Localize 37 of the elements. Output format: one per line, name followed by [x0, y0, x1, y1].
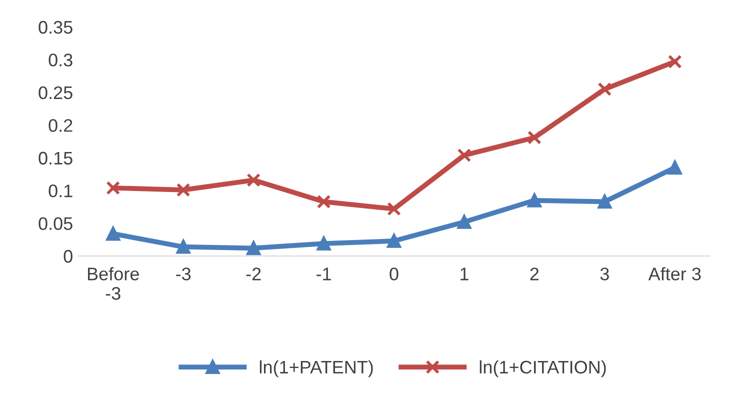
point	[246, 241, 260, 256]
point	[176, 240, 190, 254]
x-tick-label: 1	[460, 268, 468, 280]
legend-label: ln(1+PATENT)	[260, 360, 373, 378]
point	[316, 236, 331, 251]
point	[316, 194, 331, 209]
y-tick-label: 0.05	[38, 217, 72, 230]
point	[668, 54, 682, 69]
point	[246, 173, 260, 188]
point	[668, 160, 682, 175]
point	[106, 226, 120, 241]
legend-label: ln(1+CITATION)	[480, 360, 606, 378]
point	[106, 181, 120, 195]
point	[387, 234, 401, 248]
x-tick-label: 3	[600, 268, 609, 280]
y-tick-label: 0	[64, 250, 72, 263]
y-tick-label: 0.15	[38, 152, 72, 165]
x-tick-label: After 3	[648, 267, 701, 280]
x-tick-label: 2	[530, 268, 539, 280]
x-tick-label: 0	[390, 268, 398, 280]
point	[387, 202, 401, 216]
y-tick-label: 0.2	[48, 119, 72, 132]
point	[176, 182, 190, 197]
y-tick-label: 0.1	[48, 184, 72, 198]
y-tick-label: 0.35	[38, 20, 72, 34]
point	[457, 148, 472, 162]
point	[598, 194, 612, 209]
y-tick-label: 0.3	[48, 54, 72, 66]
point	[528, 193, 542, 208]
point	[457, 215, 472, 229]
x-tick-label: Before -3	[88, 267, 139, 300]
x-tick-label: -1	[316, 268, 331, 280]
point	[528, 130, 542, 145]
point	[598, 82, 612, 96]
y-tick-label: 0.25	[38, 86, 72, 100]
x-tick-label: -2	[246, 268, 261, 280]
x-tick-label: -3	[176, 268, 191, 280]
